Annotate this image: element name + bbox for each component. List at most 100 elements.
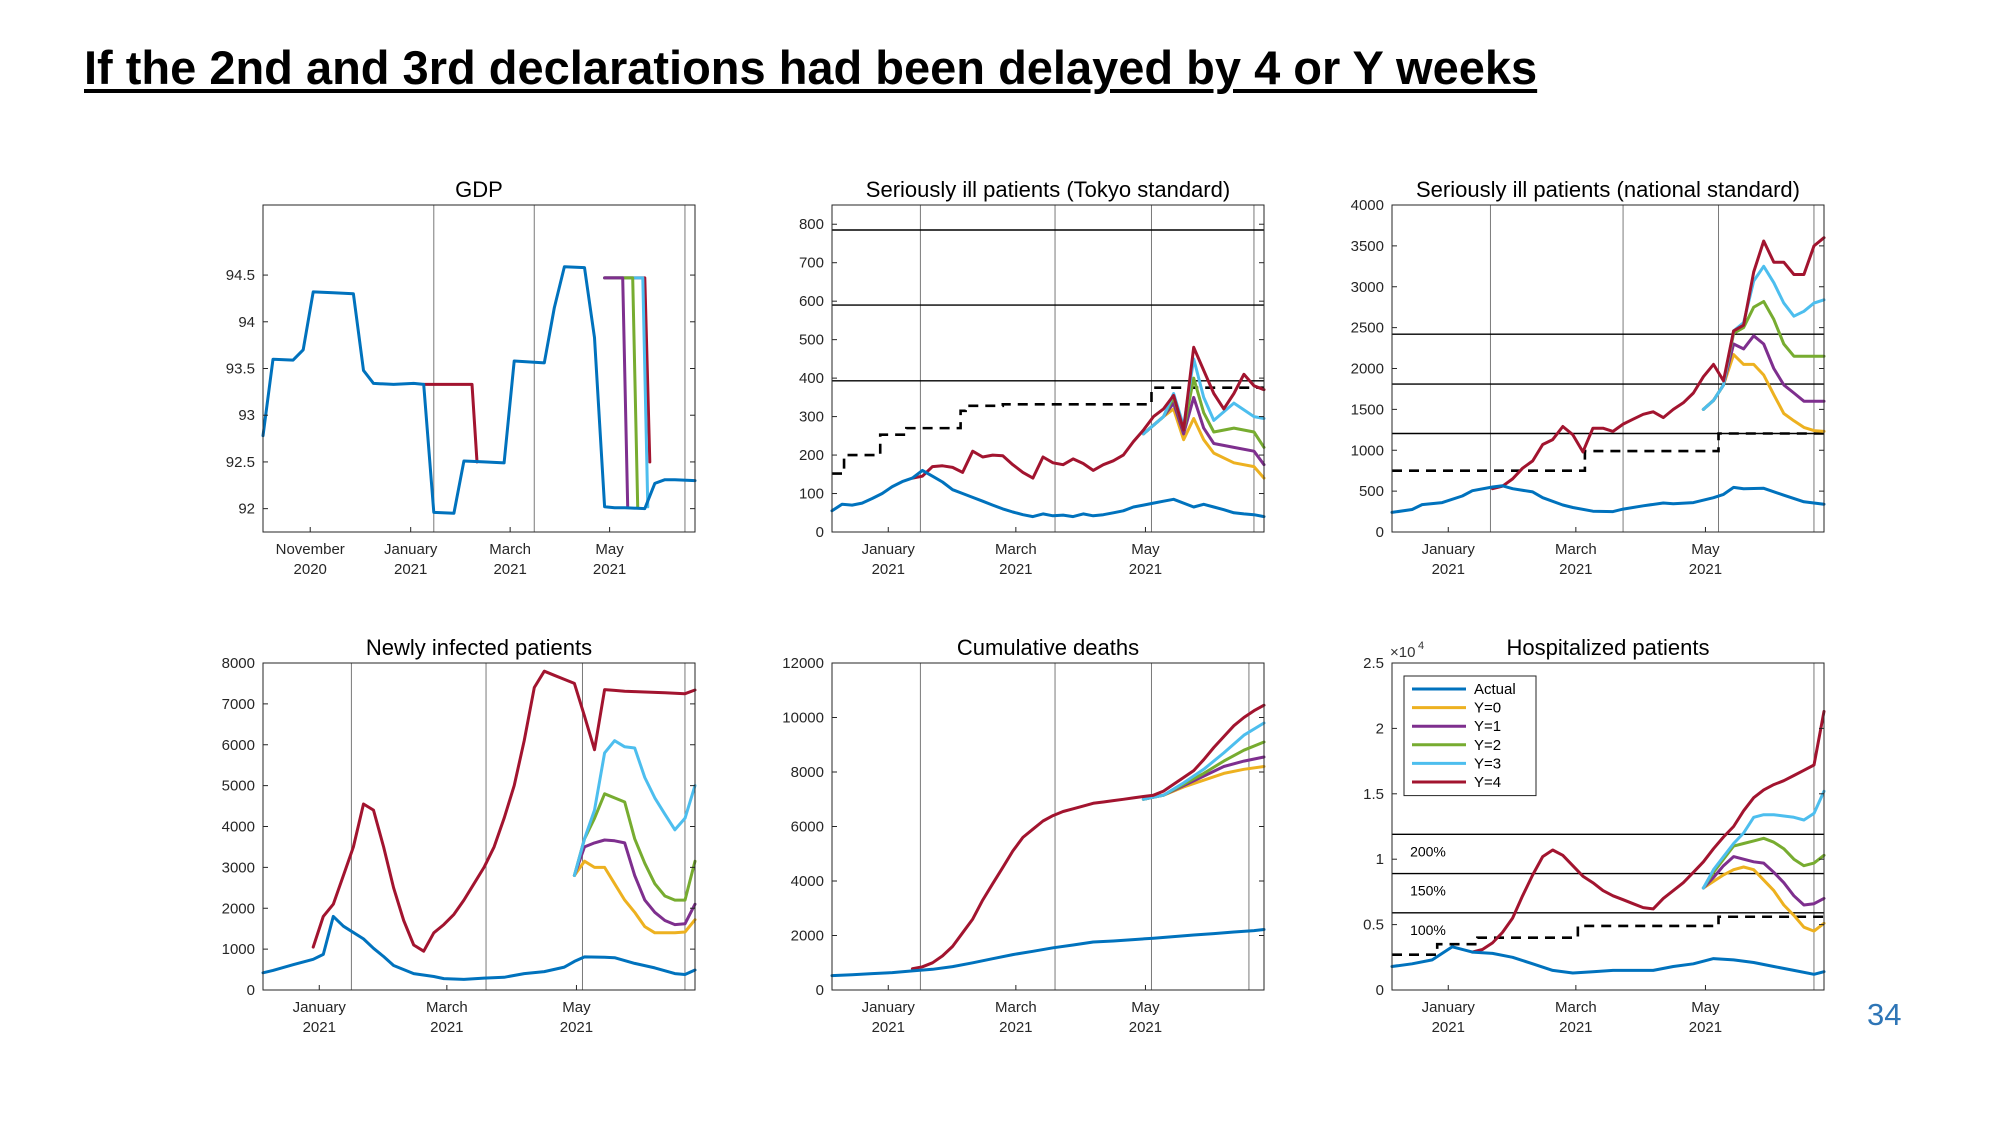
series-line-y2 xyxy=(603,276,640,509)
threshold-label: 200% xyxy=(1410,843,1446,859)
x-tick-label: 2021 xyxy=(560,1019,593,1036)
series-line-y1 xyxy=(1701,855,1826,907)
legend-label: Y=4 xyxy=(1474,774,1501,791)
y-tick-label: 500 xyxy=(799,332,824,349)
x-tick-label: January xyxy=(293,999,347,1016)
legend-label: Y=3 xyxy=(1474,755,1501,772)
x-tick-label: 2021 xyxy=(1129,1019,1162,1036)
threshold-label: 100% xyxy=(1410,922,1446,938)
y-tick-label: 700 xyxy=(799,255,824,272)
capacity-step-line xyxy=(1392,915,1824,956)
legend-label: Y=2 xyxy=(1474,737,1501,754)
y-tick-label: 3000 xyxy=(1351,279,1384,296)
legend-label: Y=1 xyxy=(1474,718,1501,735)
x-tick-label: March xyxy=(426,999,468,1016)
y-tick-label: 0 xyxy=(816,982,824,999)
chart-title: GDP xyxy=(455,177,503,202)
x-tick-label: 2021 xyxy=(394,561,427,578)
y-tick-label: 94.5 xyxy=(226,267,255,284)
series-line-y4 xyxy=(1491,236,1826,491)
y-tick-label: 6000 xyxy=(791,819,824,836)
y-tick-label: 0 xyxy=(247,982,255,999)
x-tick-label: 2021 xyxy=(593,561,626,578)
series-line-y4 xyxy=(910,345,1266,480)
series-line-y3 xyxy=(1141,357,1266,436)
y-tick-label: 2 xyxy=(1376,720,1384,737)
x-tick-label: January xyxy=(1422,541,1476,558)
y-tick-label: 1500 xyxy=(1351,401,1384,418)
y-tick-label: 6000 xyxy=(222,737,255,754)
legend: Actual Y=0Y=1 Y=2Y=3 Y=4 xyxy=(1403,675,1537,797)
series-line-y4 xyxy=(311,669,697,953)
y-tick-label: 4000 xyxy=(222,819,255,836)
axes-frame xyxy=(262,204,696,533)
chart-title: Hospitalized patients xyxy=(1506,635,1709,660)
x-tick-label: 2020 xyxy=(294,561,327,578)
y-tick-label: 1 xyxy=(1376,851,1384,868)
y-tick-label: 0 xyxy=(1376,982,1384,999)
y-tick-label: 800 xyxy=(799,216,824,233)
x-tick-label: 2021 xyxy=(1689,1019,1722,1036)
y-tick-label: 2000 xyxy=(222,900,255,917)
x-tick-label: 2021 xyxy=(430,1019,463,1036)
exponent-power: 4 xyxy=(1418,640,1424,652)
y-tick-label: 2500 xyxy=(1351,320,1384,337)
x-tick-label: 2021 xyxy=(999,561,1032,578)
series-line-y3 xyxy=(572,739,697,877)
chart-title: Seriously ill patients (national standar… xyxy=(1416,177,1800,202)
x-tick-label: May xyxy=(1691,999,1720,1016)
x-tick-label: 2021 xyxy=(1432,561,1465,578)
exponent-label: ×10 xyxy=(1390,644,1415,661)
y-tick-label: 2000 xyxy=(791,928,824,945)
x-tick-label: January xyxy=(862,541,916,558)
chart-title: Cumulative deaths xyxy=(957,635,1139,660)
y-tick-label: 12000 xyxy=(782,655,824,672)
y-tick-label: 200 xyxy=(799,447,824,464)
series-line-y1 xyxy=(572,838,697,927)
y-tick-label: 1.5 xyxy=(1363,786,1384,803)
y-tick-label: 1000 xyxy=(1351,442,1384,459)
series-line-actual xyxy=(830,468,1266,519)
x-tick-label: 2021 xyxy=(493,561,526,578)
series-line-actual xyxy=(830,928,1266,978)
series-line-y1 xyxy=(1701,334,1826,411)
chart-deaths: Cumulative deaths 0 2000 4000 6000 8000 10000 1… xyxy=(782,635,1266,1036)
legend-label: Actual xyxy=(1474,681,1516,698)
y-tick-label: 4000 xyxy=(791,873,824,890)
x-tick-label: March xyxy=(1555,999,1597,1016)
x-tick-label: March xyxy=(489,541,531,558)
y-tick-label: 0.5 xyxy=(1363,917,1384,934)
x-tick-label: 2021 xyxy=(1689,561,1722,578)
series-line-actual xyxy=(1390,484,1826,514)
y-tick-label: 600 xyxy=(799,293,824,310)
series-line-y4 xyxy=(910,703,1266,971)
x-tick-label: 2021 xyxy=(872,1019,905,1036)
legend-label: Y=0 xyxy=(1474,700,1501,717)
slide-title: If the 2nd and 3rd declarations had been… xyxy=(84,41,1538,94)
y-tick-label: 93 xyxy=(238,407,255,424)
y-tick-label: 93.5 xyxy=(226,361,255,378)
y-tick-label: 5000 xyxy=(222,778,255,795)
x-tick-label: March xyxy=(995,999,1037,1016)
y-tick-label: 3000 xyxy=(222,859,255,876)
y-tick-label: 8000 xyxy=(791,764,824,781)
series-line-y4 xyxy=(422,382,479,464)
series-line-actual xyxy=(261,265,697,515)
y-tick-label: 8000 xyxy=(222,655,255,672)
x-tick-label: May xyxy=(562,999,591,1016)
y-tick-label: 3500 xyxy=(1351,238,1384,255)
x-tick-label: January xyxy=(384,541,438,558)
threshold-label: 150% xyxy=(1410,883,1446,899)
y-tick-label: 7000 xyxy=(222,696,255,713)
y-tick-label: 94 xyxy=(238,314,255,331)
x-tick-label: 2021 xyxy=(1432,1019,1465,1036)
x-tick-label: November xyxy=(276,541,345,558)
x-tick-label: 2021 xyxy=(303,1019,336,1036)
chart-hosp: Hospitalized patients ×10 4 200% 150% 100% 0 0.… xyxy=(1363,635,1826,1036)
chart-title: Seriously ill patients (Tokyo standard) xyxy=(866,177,1230,202)
chart-tokyo: Seriously ill patients (Tokyo standard) 0… xyxy=(799,177,1266,578)
x-tick-label: 2021 xyxy=(872,561,905,578)
y-tick-label: 4000 xyxy=(1351,197,1384,214)
series-line-y4 xyxy=(1470,709,1826,954)
